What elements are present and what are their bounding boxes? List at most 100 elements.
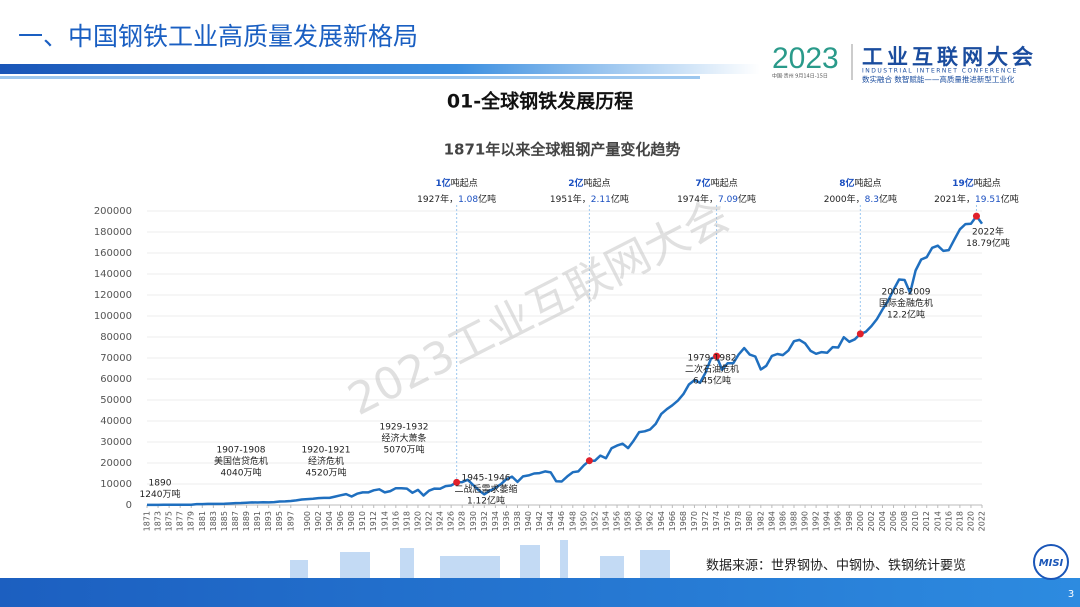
x-tick-label: 1960 <box>635 511 644 531</box>
milestone-dot <box>713 352 721 360</box>
y-tick-label: 180000 <box>94 227 132 238</box>
y-tick-label: 50000 <box>100 395 132 406</box>
milestone-dot <box>585 457 593 465</box>
x-tick-label: 2018 <box>955 511 964 531</box>
x-tick-label: 1938 <box>513 511 522 531</box>
annotation: 18.79亿吨 <box>966 237 1010 249</box>
x-tick-label: 1900 <box>303 511 312 531</box>
x-tick-label: 1974 <box>712 511 721 531</box>
x-tick-label: 1948 <box>568 511 577 531</box>
x-tick-label: 1996 <box>834 511 843 531</box>
y-tick-label: 0 <box>126 500 132 511</box>
x-tick-label: 1881 <box>198 511 207 531</box>
x-tick-label: 1984 <box>767 511 776 531</box>
annotation: 6.45亿吨 <box>693 375 731 387</box>
annotation: 4520万吨 <box>306 467 347 479</box>
footer-bar <box>0 578 1080 607</box>
header-bar-thin <box>0 76 700 79</box>
x-tick-label: 1956 <box>613 511 622 531</box>
logo-name: 工业互联网大会 <box>862 45 1037 69</box>
x-tick-label: 1986 <box>778 511 787 531</box>
x-tick-label: 1891 <box>253 511 262 531</box>
y-tick-label: 200000 <box>94 206 132 217</box>
milestone-amount: 7.09 <box>718 195 738 205</box>
x-tick-label: 1920 <box>413 511 422 531</box>
x-tick-label: 1887 <box>231 511 240 531</box>
y-tick-label: 60000 <box>100 374 132 385</box>
x-tick-label: 1873 <box>154 511 163 531</box>
chart-title: 1871年以来全球粗钢产量变化趋势 <box>444 141 681 159</box>
milestone-level: 1亿 <box>436 177 451 189</box>
x-tick-label: 1968 <box>679 511 688 531</box>
x-tick-label: 1875 <box>165 511 174 531</box>
annotation: 国际金融危机 <box>879 297 933 309</box>
annotation: 12.2亿吨 <box>887 309 925 321</box>
x-tick-label: 2008 <box>900 511 909 531</box>
watermark: 2023工业互联网大会 <box>340 190 737 426</box>
x-tick-label: 1978 <box>734 511 743 531</box>
x-tick-label: 1934 <box>491 511 500 531</box>
x-tick-label: 1930 <box>469 511 478 531</box>
milestone-header: 1亿吨起点 <box>436 177 478 189</box>
x-tick-label: 1897 <box>286 511 295 531</box>
annotation: 4040万吨 <box>221 467 262 479</box>
x-tick-label: 1988 <box>789 511 798 531</box>
x-tick-label: 2012 <box>922 511 931 531</box>
x-tick-label: 1914 <box>380 511 389 531</box>
x-tick-label: 1992 <box>812 511 821 531</box>
milestone-detail: 1951年，2.11亿吨 <box>550 193 629 205</box>
annotation: 经济大萧条 <box>381 432 426 444</box>
x-tick-label: 1908 <box>347 511 356 531</box>
milestone-suffix: 吨起点 <box>854 177 881 189</box>
x-tick-label: 1879 <box>187 511 196 531</box>
milestone-level: 2亿 <box>568 177 583 189</box>
milestone-year: 1951年， <box>550 193 591 205</box>
milestone-year: 2000年， <box>824 193 865 205</box>
y-tick-label: 70000 <box>100 353 132 364</box>
logo-place: 中国·贵州 9月14日-15日 <box>772 73 828 80</box>
annotation: 1907-1908 <box>216 446 265 456</box>
skyline-deco <box>290 540 670 578</box>
x-tick-label: 1932 <box>480 511 489 531</box>
logo-year: 2023 <box>772 42 839 75</box>
milestone-unit: 亿吨 <box>1001 193 1019 205</box>
x-tick-label: 1942 <box>535 511 544 531</box>
x-tick-label: 2010 <box>911 511 920 531</box>
x-tick-label: 1980 <box>745 511 754 531</box>
x-tick-label: 2002 <box>867 511 876 531</box>
annotation: 美国信贷危机 <box>214 455 268 467</box>
milestone-year: 1974年， <box>677 193 718 205</box>
header-bar <box>0 64 760 74</box>
x-tick-label: 1946 <box>557 511 566 531</box>
data-source: 数据来源：世界钢协、中钢协、铁钢统计要览 <box>706 558 966 574</box>
x-tick-label: 1958 <box>624 511 633 531</box>
y-tick-label: 100000 <box>94 311 132 322</box>
milestone-amount: 2.11 <box>591 195 611 205</box>
y-tick-label: 30000 <box>100 437 132 448</box>
x-tick-label: 1895 <box>275 511 284 531</box>
x-tick-label: 1936 <box>502 511 511 531</box>
annotation: 二次石油危机 <box>685 363 739 375</box>
x-tick-label: 1998 <box>845 511 854 531</box>
y-tick-label: 140000 <box>94 269 132 280</box>
milestone-detail: 2000年，8.3亿吨 <box>824 193 897 205</box>
milestone-unit: 亿吨 <box>738 193 756 205</box>
annotation: 1979-1982 <box>687 354 736 364</box>
section-title: 01-全球钢铁发展历程 <box>447 90 633 113</box>
milestone-suffix: 吨起点 <box>711 177 738 189</box>
x-tick-label: 1954 <box>601 511 610 531</box>
x-tick-label: 1893 <box>264 511 273 531</box>
badge: MISI <box>1039 558 1064 569</box>
x-tick-label: 1928 <box>458 511 467 531</box>
page-title: 一、中国钢铁工业高质量发展新格局 <box>18 22 418 51</box>
x-tick-label: 1885 <box>220 511 229 531</box>
x-tick-label: 2004 <box>878 511 887 531</box>
milestone-amount: 1.08 <box>458 195 478 205</box>
x-tick-label: 1883 <box>209 511 218 531</box>
y-tick-label: 20000 <box>100 458 132 469</box>
annotation: 1929-1932 <box>379 423 428 433</box>
x-tick-label: 1926 <box>447 511 456 531</box>
milestone-detail: 2021年，19.51亿吨 <box>934 193 1019 205</box>
milestone-suffix: 吨起点 <box>974 177 1001 189</box>
